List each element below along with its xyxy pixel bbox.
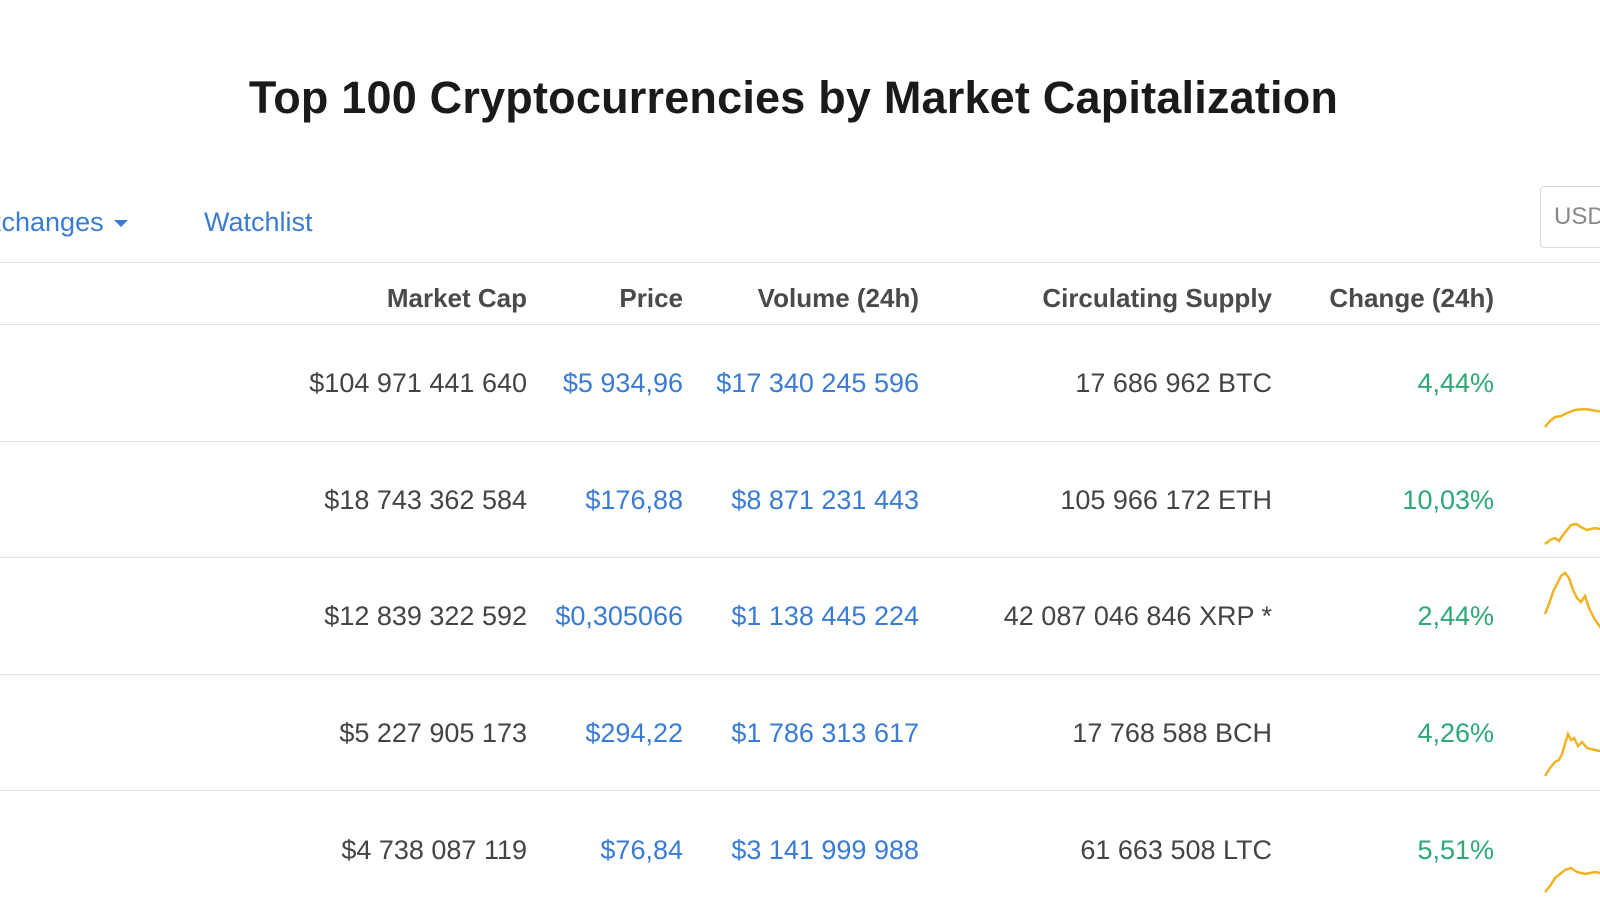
volume-link[interactable]: $17 340 245 596 <box>716 368 919 398</box>
circulating-supply-cell: 42 087 046 846 XRP * <box>1003 601 1272 631</box>
row-divider <box>0 790 1600 791</box>
market-cap-cell: $4 738 087 119 <box>341 835 527 865</box>
change-cell: 5,51% <box>1417 835 1494 865</box>
price-sparkline-graph[interactable] <box>1544 375 1600 445</box>
currency-select[interactable]: USD <box>1540 186 1600 248</box>
circulating-supply-cell: 17 686 962 BTC <box>1075 368 1272 398</box>
nav-exchanges-dropdown[interactable]: xchanges <box>0 207 128 238</box>
caret-down-icon <box>113 220 128 228</box>
page-title: Top 100 Cryptocurrencies by Market Capit… <box>248 72 1339 123</box>
price-link[interactable]: $76,84 <box>600 835 683 865</box>
market-cap-cell: $18 743 362 584 <box>324 485 527 515</box>
price-link[interactable]: $294,22 <box>585 718 683 748</box>
nav-exchanges-label: xchanges <box>0 207 104 237</box>
circulating-supply-cell: 105 966 172 ETH <box>1060 485 1272 515</box>
volume-link[interactable]: $3 141 999 988 <box>731 835 919 865</box>
volume-link[interactable]: $1 786 313 617 <box>731 718 919 748</box>
row-divider <box>0 557 1600 558</box>
price-link[interactable]: $176,88 <box>585 485 683 515</box>
price-sparkline-graph[interactable] <box>1544 830 1600 900</box>
market-cap-cell: $12 839 322 592 <box>324 601 527 631</box>
change-cell: 10,03% <box>1402 485 1494 515</box>
change-cell: 4,26% <box>1417 718 1494 748</box>
price-sparkline-graph[interactable] <box>1543 712 1600 782</box>
column-header-circulating-supply[interactable]: Circulating Supply <box>1042 283 1272 313</box>
price-sparkline-graph[interactable] <box>1543 568 1600 638</box>
column-header-volume[interactable]: Volume (24h) <box>757 283 919 313</box>
column-header-change[interactable]: Change (24h) <box>1329 283 1494 313</box>
nav-watchlist-link[interactable]: Watchlist <box>204 207 313 237</box>
row-divider <box>0 441 1600 442</box>
market-cap-cell: $5 227 905 173 <box>339 718 527 748</box>
market-cap-cell: $104 971 441 640 <box>309 368 527 398</box>
price-link[interactable]: $0,305066 <box>555 601 683 631</box>
header-bottom-divider <box>0 324 1600 325</box>
circulating-supply-cell: 61 663 508 LTC <box>1080 835 1272 865</box>
row-divider <box>0 674 1600 675</box>
column-header-market-cap[interactable]: Market Cap <box>386 283 527 313</box>
change-cell: 2,44% <box>1417 601 1494 631</box>
volume-link[interactable]: $8 871 231 443 <box>731 485 919 515</box>
change-cell: 4,44% <box>1417 368 1494 398</box>
circulating-supply-cell: 17 768 588 BCH <box>1072 718 1272 748</box>
header-top-divider <box>0 262 1600 263</box>
price-sparkline-graph[interactable] <box>1544 492 1600 562</box>
volume-link[interactable]: $1 138 445 224 <box>731 601 919 631</box>
price-link[interactable]: $5 934,96 <box>562 368 683 398</box>
column-header-price[interactable]: Price <box>619 283 683 313</box>
